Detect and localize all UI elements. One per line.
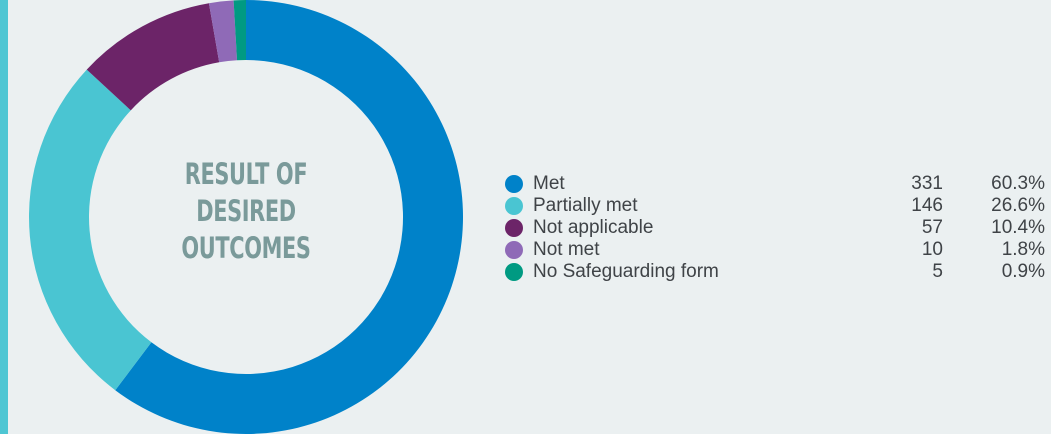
legend-item: Met 331 60.3% [503,173,1048,195]
legend-count: 57 [921,217,943,238]
legend-item: No Safeguarding form 5 0.9% [503,261,1048,283]
legend-label: No Safeguarding form [533,261,719,282]
legend-percent: 26.6% [991,195,1045,216]
legend-label: Not met [533,239,600,260]
donut-slice [233,0,246,61]
legend-count: 146 [911,195,943,216]
donut-slice [86,3,220,111]
legend-percent: 10.4% [991,217,1045,238]
legend-count: 10 [921,239,943,260]
legend-swatch [505,263,523,281]
chart-legend: Met 331 60.3% Partially met 146 26.6% Not appl… [503,173,1048,283]
donut-slice [29,69,152,391]
legend-item: Not met 10 1.8% [503,239,1048,261]
donut-slice [208,0,238,63]
legend-swatch [505,241,523,259]
legend-label: Partially met [533,195,638,216]
chart-title-line-3: OUTCOMES [181,231,311,265]
legend-count: 331 [911,173,943,194]
legend-label: Met [533,173,565,194]
legend-count: 5 [932,261,943,282]
legend-percent: 0.9% [1001,261,1045,282]
donut-chart [29,0,463,434]
accent-bar [0,0,8,434]
chart-title: RESULT OF DESIRED OUTCOMES [162,156,329,267]
chart-title-line-1: RESULT OF [184,157,308,191]
legend-item: Partially met 146 26.6% [503,195,1048,217]
legend-label: Not applicable [533,217,654,238]
donut-slice [115,0,463,434]
legend-percent: 60.3% [991,173,1045,194]
legend-swatch [505,175,523,193]
legend-item: Not applicable 57 10.4% [503,217,1048,239]
legend-swatch [505,219,523,237]
chart-title-line-2: DESIRED [196,194,296,228]
legend-swatch [505,197,523,215]
legend-percent: 1.8% [1001,239,1045,260]
